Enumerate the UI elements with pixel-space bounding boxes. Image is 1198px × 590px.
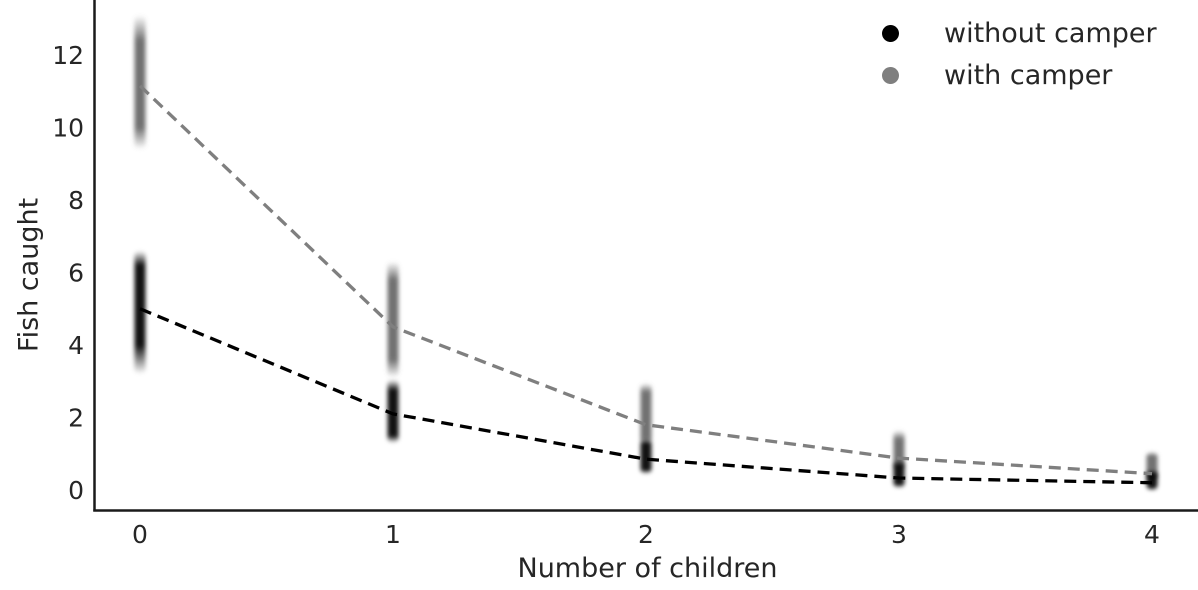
legend-entry-with-camper: with camper [882, 54, 1157, 96]
cluster-strip-without-camper-x0 [134, 250, 146, 374]
series-line-with-camper [138, 84, 1153, 476]
y-tick-label-10: 10 [52, 114, 84, 143]
y-tick-label-6: 6 [68, 259, 84, 288]
y-tick-label-4: 4 [68, 331, 84, 360]
cluster-strip-without-camper-x3 [893, 461, 905, 488]
cluster-strip-with-camper-x1 [387, 261, 399, 378]
legend: without camper with camper [882, 12, 1157, 96]
x-tick-label-3: 3 [891, 520, 907, 549]
y-tick-label-0: 0 [68, 476, 84, 505]
x-tick-label-2: 2 [638, 520, 654, 549]
cluster-strip-with-camper-x0 [134, 15, 146, 150]
y-tick-label-2: 2 [68, 404, 84, 433]
x-tick-label-0: 0 [132, 520, 148, 549]
y-axis-label: Fish caught [13, 197, 45, 353]
cluster-strip-without-camper-x1 [387, 379, 399, 443]
cluster-strip-with-camper-x3 [893, 430, 905, 471]
legend-dot-without-camper [882, 24, 899, 42]
x-tick-label-4: 4 [1144, 520, 1160, 549]
cluster-strip-with-camper-x2 [640, 383, 652, 445]
legend-label: with camper [944, 59, 1113, 91]
x-axis-label: Number of children [517, 553, 778, 584]
legend-entry-without-camper: without camper [882, 12, 1157, 54]
y-tick-label-12: 12 [52, 41, 84, 70]
y-tick-label-8: 8 [68, 186, 84, 215]
legend-label: without camper [944, 17, 1157, 49]
x-tick-label-1: 1 [385, 520, 401, 549]
cluster-strip-without-camper-x2 [640, 439, 652, 474]
series-line-without-camper [139, 307, 1153, 485]
legend-dot-with-camper [882, 66, 899, 84]
